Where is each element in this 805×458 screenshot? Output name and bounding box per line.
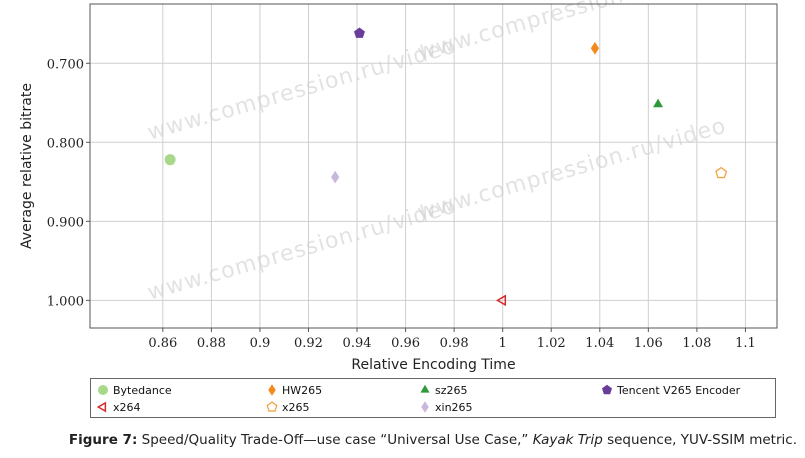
x-tick-label: 0.86 [148,336,177,351]
x-tick-label: 1.04 [585,336,614,351]
legend-label: HW265 [282,383,323,397]
x-tick-label: 0.94 [343,336,372,351]
caption-sequence: Kayak Trip [532,432,603,448]
legend-marker-icon [268,384,276,396]
data-point-hw265 [590,41,600,55]
legend-marker [266,401,278,412]
x-tick-label: 0.96 [391,336,420,351]
legend-label: sz265 [435,383,468,397]
watermark-text: www.compression.ru/video [145,34,459,146]
legend-marker [268,384,276,396]
y-axis-title: Average relative bitrate [19,83,35,249]
grid [90,4,777,328]
data-point-x264 [495,294,507,307]
x-axis-ticks: 0.86 0.88 0.9 0.92 0.94 0.96 0.98 1 1.02 1.04 1.06… [148,328,756,351]
legend-label: Bytedance [113,383,172,397]
legend-item-x265: x265 [266,399,310,415]
data-point-xin265 [331,170,340,184]
legend-item-x264: x264 [97,399,141,415]
legend-marker [98,385,108,395]
watermark-text: www.compression.ru/video [415,114,729,226]
legend-label: x265 [282,400,310,414]
legend-item-sz265: sz265 [419,382,468,398]
legend-label: xin265 [435,400,473,414]
data-point-x265 [715,166,728,179]
legend-item-xin265: xin265 [419,399,473,415]
watermark-text: www.compression.ru/video [145,194,459,306]
y-tick-label: 1.000 [47,294,84,309]
x-tick-label: 1.1 [735,336,756,351]
x-tick-label: 1.08 [682,336,711,351]
legend-marker [421,401,429,413]
legend-marker-icon [602,384,612,395]
caption-text-after: sequence, YUV-SSIM metric. [602,432,797,448]
legend-item-bytedance: Bytedance [97,382,172,398]
x-tick-label: 0.92 [294,336,323,351]
y-tick-label: 0.800 [47,136,84,151]
legend-marker-icon [266,401,278,412]
legend-item-hw265: HW265 [266,382,322,398]
legend-marker [97,401,107,413]
watermark-text: www.compression.ru/video [415,0,729,66]
legend-label: Tencent V265 Encoder [617,383,741,397]
figure-caption: Figure 7: Speed/Quality Trade-Off—use ca… [0,432,805,448]
x-tick-label: 0.88 [197,336,226,351]
scatter-chart: www.compression.ru/videowww.compression.… [19,0,778,373]
y-axis-ticks: 0.700 0.800 0.900 1.000 [47,57,90,309]
legend-marker [602,384,612,395]
watermark-layer: www.compression.ru/videowww.compression.… [145,0,729,306]
legend-marker [420,384,430,393]
legend-marker-icon [97,401,107,413]
legend-marker-icon [420,384,430,393]
x-axis-title: Relative Encoding Time [351,357,515,373]
y-tick-label: 0.700 [47,57,84,72]
legend-item-tencent-v265-encoder: Tencent V265 Encoder [601,382,740,398]
legend-label: x264 [113,400,141,414]
x-tick-label: 0.98 [440,336,469,351]
x-tick-label: 1.02 [537,336,566,351]
plot-frame [89,3,778,329]
y-tick-label: 0.900 [47,215,84,230]
legend-marker-icon [421,401,429,413]
data-point-tencent-v265-encoder [353,27,365,38]
x-tick-label: 1.06 [634,336,663,351]
x-tick-label: 1 [499,336,507,351]
caption-text-before: Speed/Quality Trade-Off—use case “Univer… [137,432,533,448]
legend: Bytedance HW265 sz265 Tencent V265 Encoder x… [90,378,776,418]
data-points [164,27,728,307]
x-tick-label: 0.9 [250,336,271,351]
caption-label: Figure 7: [68,432,138,448]
legend-marker-icon [98,385,108,395]
data-point-bytedance [164,154,176,166]
data-point-sz265 [653,98,664,108]
